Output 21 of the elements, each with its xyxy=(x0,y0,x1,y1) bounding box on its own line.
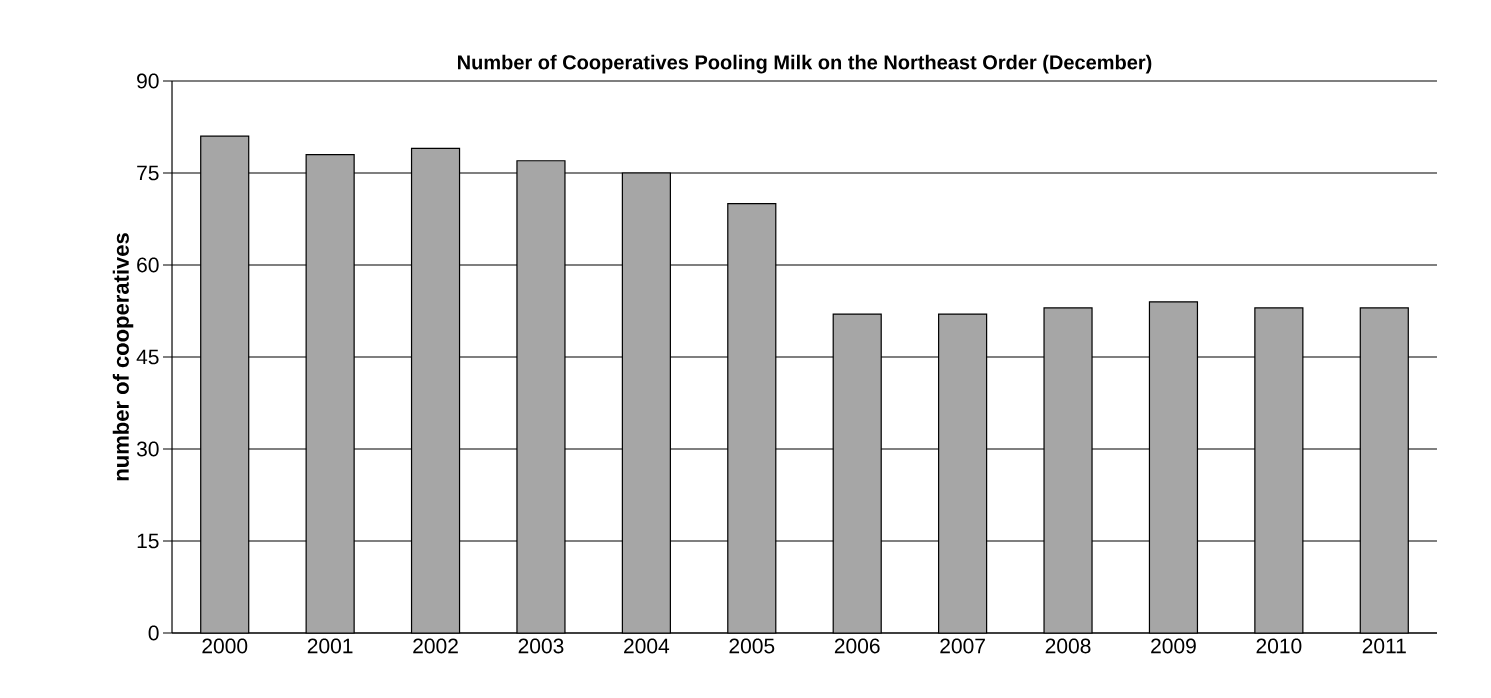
x-tick-label: 2011 xyxy=(1362,638,1406,654)
y-tick-label: 45 xyxy=(136,349,159,365)
y-tick-label: 60 xyxy=(137,257,159,273)
x-tick-label: 2003 xyxy=(518,638,564,654)
x-tick-label: 2004 xyxy=(624,638,670,654)
x-tick-label: 2010 xyxy=(1256,638,1302,654)
x-tick-label: 2000 xyxy=(202,638,248,654)
y-tick-label: 15 xyxy=(137,533,159,549)
y-axis-title: number of cooperatives xyxy=(112,233,134,481)
x-tick-label: 2001 xyxy=(307,638,353,654)
x-tick-label: 2007 xyxy=(940,638,985,654)
x-tick-label: 2006 xyxy=(834,638,880,654)
y-tick-label: 90 xyxy=(137,73,159,89)
y-tick-label: 75 xyxy=(137,165,159,181)
chart-title: Number of Cooperatives Pooling Milk on the Northeast Order (December) xyxy=(458,54,1152,74)
x-tick-label: 2005 xyxy=(729,638,775,654)
y-tick-label: 30 xyxy=(136,441,159,457)
x-tick-label: 2009 xyxy=(1151,638,1196,654)
x-tick-label: 2008 xyxy=(1045,638,1091,654)
y-tick-label: 0 xyxy=(148,625,159,641)
x-tick-label: 2002 xyxy=(413,638,458,654)
